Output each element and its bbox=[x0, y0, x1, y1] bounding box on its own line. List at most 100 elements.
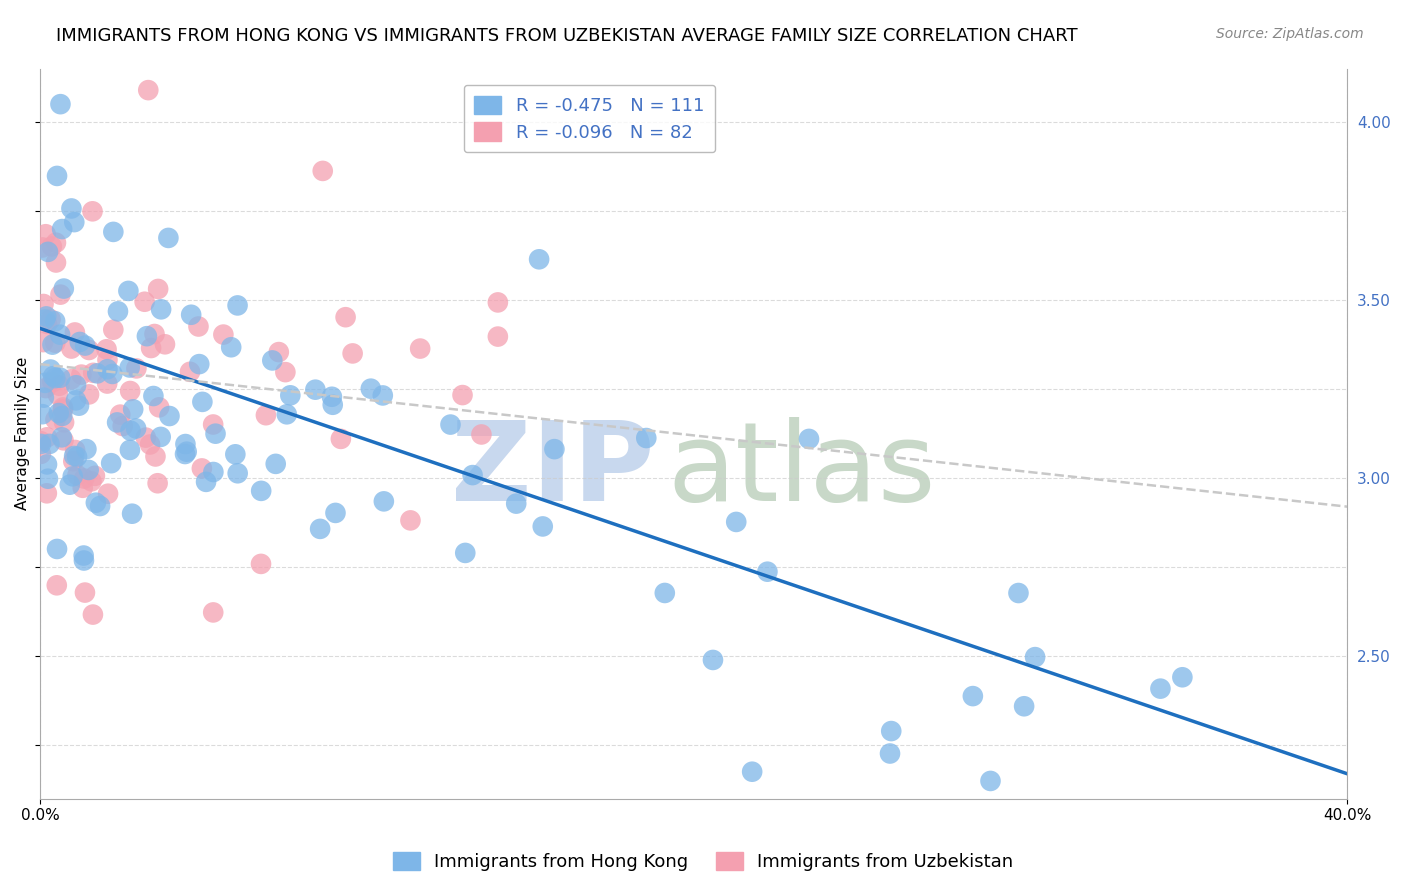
Point bbox=[72, 481, 94, 495]
Point bbox=[75, 338, 97, 352]
Point bbox=[486, 295, 509, 310]
Point bbox=[135, 431, 157, 445]
Point bbox=[35, 317, 58, 331]
Point bbox=[105, 416, 128, 430]
Point bbox=[174, 437, 197, 451]
Point bbox=[37, 472, 59, 486]
Point bbox=[60, 202, 83, 216]
Point bbox=[41, 337, 63, 351]
Legend: Immigrants from Hong Kong, Immigrants from Uzbekistan: Immigrants from Hong Kong, Immigrants fr… bbox=[385, 845, 1021, 879]
Point bbox=[96, 362, 118, 376]
Point bbox=[37, 244, 59, 259]
Point bbox=[202, 606, 225, 620]
Point bbox=[187, 319, 209, 334]
Point bbox=[756, 565, 779, 579]
Point bbox=[636, 431, 658, 445]
Point bbox=[77, 387, 100, 401]
Point bbox=[143, 326, 166, 341]
Point bbox=[139, 437, 162, 451]
Point bbox=[880, 724, 903, 739]
Point bbox=[1149, 681, 1171, 696]
Point bbox=[145, 450, 167, 464]
Point bbox=[45, 578, 67, 592]
Point bbox=[461, 468, 484, 483]
Point bbox=[77, 463, 100, 477]
Point bbox=[51, 430, 73, 444]
Point bbox=[66, 450, 89, 464]
Point bbox=[134, 294, 156, 309]
Point bbox=[148, 401, 170, 415]
Point bbox=[97, 486, 120, 500]
Point bbox=[52, 401, 75, 415]
Point bbox=[69, 334, 91, 349]
Point bbox=[486, 329, 509, 343]
Point bbox=[188, 357, 211, 371]
Point bbox=[30, 434, 52, 449]
Point bbox=[82, 607, 104, 622]
Point bbox=[159, 409, 181, 423]
Point bbox=[195, 475, 218, 489]
Point bbox=[41, 239, 63, 253]
Point bbox=[439, 417, 461, 432]
Point bbox=[149, 430, 172, 444]
Point bbox=[49, 370, 72, 384]
Point bbox=[1171, 670, 1194, 684]
Point bbox=[35, 486, 58, 500]
Text: ZIP: ZIP bbox=[451, 417, 655, 524]
Point bbox=[46, 169, 69, 183]
Point bbox=[46, 541, 69, 556]
Point bbox=[86, 367, 108, 381]
Point bbox=[44, 335, 66, 350]
Point bbox=[142, 389, 165, 403]
Point bbox=[73, 585, 96, 599]
Point bbox=[543, 442, 565, 457]
Point bbox=[373, 494, 395, 508]
Point bbox=[44, 314, 66, 328]
Point bbox=[117, 284, 139, 298]
Point bbox=[250, 557, 273, 571]
Point bbox=[125, 361, 148, 376]
Point bbox=[135, 329, 157, 343]
Point bbox=[250, 483, 273, 498]
Y-axis label: Average Family Size: Average Family Size bbox=[15, 357, 30, 510]
Point bbox=[53, 415, 76, 429]
Point bbox=[107, 304, 129, 318]
Point bbox=[531, 519, 554, 533]
Point bbox=[32, 335, 55, 350]
Text: IMMIGRANTS FROM HONG KONG VS IMMIGRANTS FROM UZBEKISTAN AVERAGE FAMILY SIZE CORR: IMMIGRANTS FROM HONG KONG VS IMMIGRANTS … bbox=[56, 27, 1078, 45]
Point bbox=[80, 475, 103, 489]
Point bbox=[202, 417, 225, 432]
Point bbox=[174, 447, 197, 461]
Point bbox=[329, 432, 352, 446]
Point bbox=[49, 97, 72, 112]
Point bbox=[73, 471, 96, 485]
Text: atlas: atlas bbox=[668, 417, 936, 524]
Point bbox=[39, 312, 62, 326]
Point bbox=[118, 442, 141, 457]
Point bbox=[122, 402, 145, 417]
Point bbox=[451, 388, 474, 402]
Text: Source: ZipAtlas.com: Source: ZipAtlas.com bbox=[1216, 27, 1364, 41]
Point bbox=[82, 204, 104, 219]
Point bbox=[84, 468, 107, 483]
Point bbox=[65, 378, 87, 392]
Point bbox=[101, 367, 124, 381]
Point bbox=[212, 327, 235, 342]
Point bbox=[454, 546, 477, 560]
Point bbox=[39, 362, 62, 376]
Point bbox=[120, 424, 142, 438]
Point bbox=[42, 369, 65, 384]
Point bbox=[100, 456, 122, 470]
Point bbox=[204, 426, 226, 441]
Point bbox=[67, 399, 90, 413]
Point bbox=[180, 308, 202, 322]
Point bbox=[38, 437, 60, 451]
Point bbox=[52, 402, 75, 417]
Point bbox=[505, 497, 527, 511]
Point bbox=[278, 388, 301, 402]
Point bbox=[879, 747, 901, 761]
Point bbox=[157, 231, 180, 245]
Point bbox=[49, 287, 72, 301]
Point bbox=[121, 507, 143, 521]
Point bbox=[322, 398, 344, 412]
